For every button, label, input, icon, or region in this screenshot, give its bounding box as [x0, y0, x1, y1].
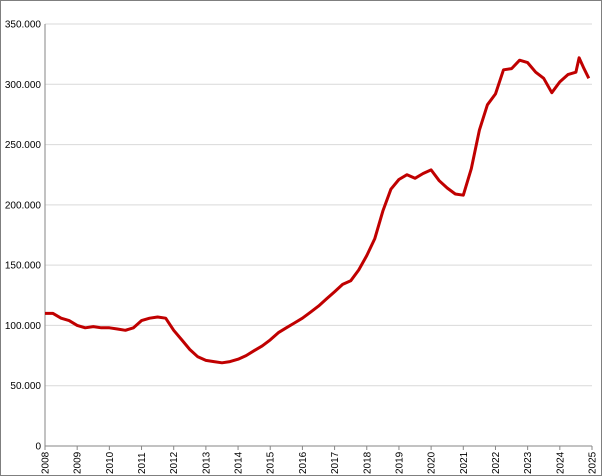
y-tick-label: 250.000 [5, 140, 42, 151]
y-tick-label: 300.000 [5, 80, 42, 91]
x-tick-label: 2010 [105, 451, 116, 474]
x-tick-label: 2015 [266, 451, 277, 474]
x-tick-label: 2012 [169, 451, 180, 474]
x-tick-label: 2024 [555, 451, 566, 474]
y-tick-label: 100.000 [5, 321, 42, 332]
y-tick-label: 200.000 [5, 200, 42, 211]
x-tick-label: 2016 [298, 451, 309, 474]
x-tick-label: 2014 [234, 451, 245, 474]
x-tick-label: 2023 [523, 451, 534, 474]
x-tick-label: 2019 [394, 451, 405, 474]
x-tick-label: 2011 [137, 452, 148, 474]
x-tick-label: 2013 [201, 451, 212, 474]
x-tick-label: 2021 [459, 451, 470, 474]
line-series [45, 56, 591, 365]
x-tick-label: 2018 [362, 451, 373, 474]
y-tick-label: 0 [35, 442, 41, 453]
x-tick-label: 2022 [491, 451, 502, 474]
x-tick-label: 2025 [588, 451, 599, 474]
x-tick-label: 2017 [330, 451, 341, 474]
y-tick-label: 150.000 [5, 261, 42, 272]
y-tick-label: 50.000 [10, 381, 41, 392]
x-tick-label: 2009 [73, 451, 84, 474]
y-tick-label: 350.000 [5, 20, 42, 31]
x-tick-label: 2008 [41, 451, 52, 474]
x-tick-label: 2020 [427, 451, 438, 474]
